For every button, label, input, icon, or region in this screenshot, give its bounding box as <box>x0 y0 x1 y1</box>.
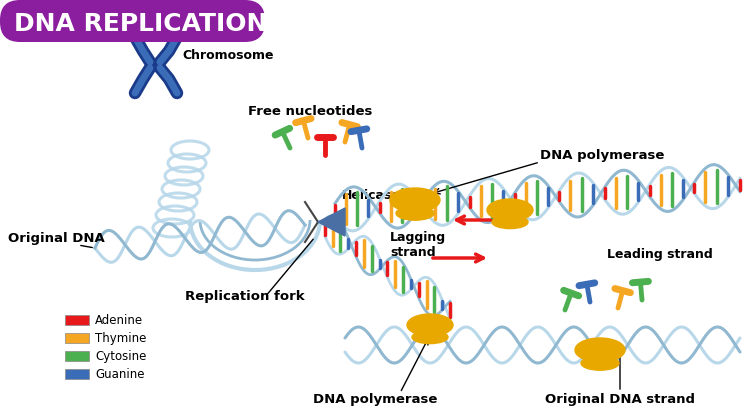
Text: Adenine: Adenine <box>95 314 143 327</box>
FancyBboxPatch shape <box>65 369 89 379</box>
Ellipse shape <box>396 206 434 220</box>
Text: Guanine: Guanine <box>95 368 145 381</box>
Text: Chromosome: Chromosome <box>182 49 274 62</box>
Ellipse shape <box>412 331 448 344</box>
Ellipse shape <box>492 216 528 229</box>
Text: Lagging
strand: Lagging strand <box>390 231 446 259</box>
Polygon shape <box>318 208 345 236</box>
Text: Original DNA strand: Original DNA strand <box>545 393 695 406</box>
Text: Free nucleotides: Free nucleotides <box>248 105 372 118</box>
FancyBboxPatch shape <box>65 351 89 361</box>
FancyBboxPatch shape <box>65 315 89 325</box>
Text: DNA polymerase: DNA polymerase <box>540 148 664 161</box>
Ellipse shape <box>407 314 453 336</box>
Text: Original DNA: Original DNA <box>8 232 105 245</box>
FancyBboxPatch shape <box>65 333 89 343</box>
FancyBboxPatch shape <box>0 0 265 42</box>
Text: Thymine: Thymine <box>95 332 146 345</box>
Ellipse shape <box>390 188 440 212</box>
Text: DNA polymerase: DNA polymerase <box>313 393 437 406</box>
Text: Leading strand: Leading strand <box>607 248 712 261</box>
Ellipse shape <box>575 338 625 362</box>
Text: Helicase: Helicase <box>342 189 400 202</box>
Text: Replication fork: Replication fork <box>185 290 304 303</box>
Ellipse shape <box>581 356 619 370</box>
Text: DNA REPLICATION: DNA REPLICATION <box>14 12 267 36</box>
Text: Cytosine: Cytosine <box>95 350 146 363</box>
Ellipse shape <box>487 199 533 221</box>
